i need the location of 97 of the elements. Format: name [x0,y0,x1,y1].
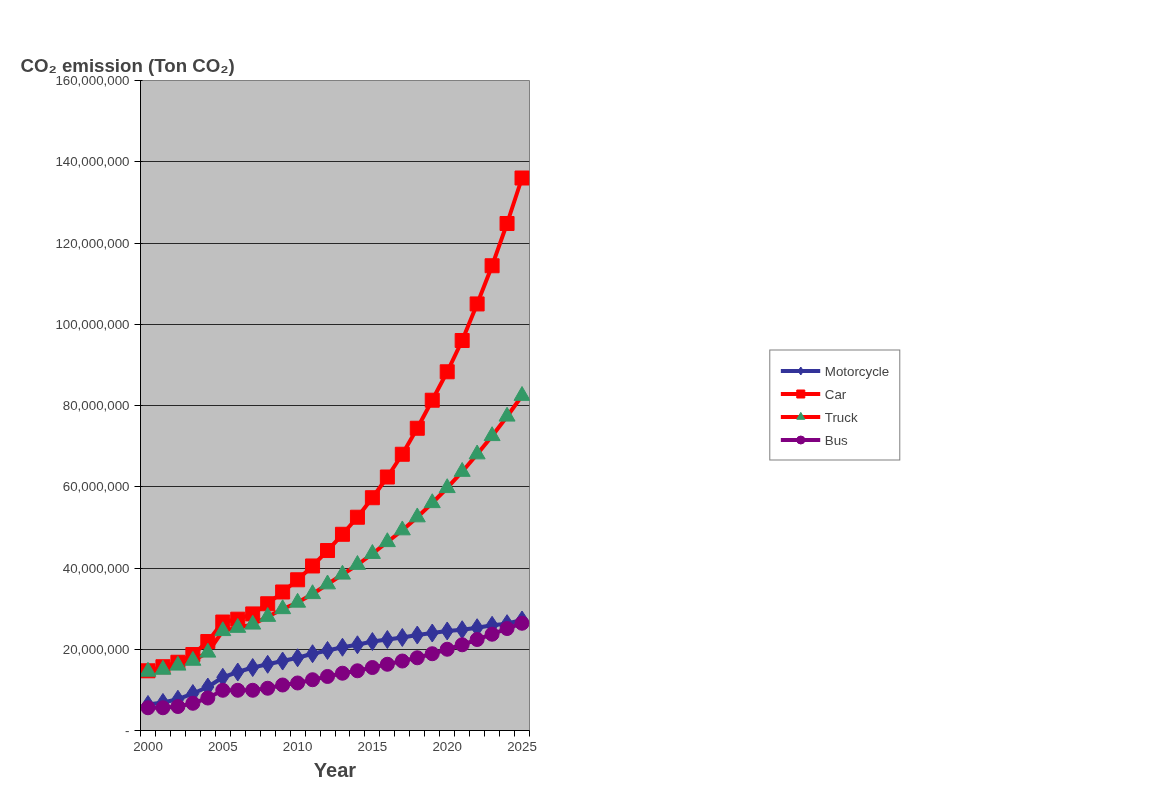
x-tick-label: 2010 [282,738,313,754]
y-tick-label: 60,000,000 [62,479,130,495]
point [246,658,260,678]
point [380,630,394,649]
point [170,699,186,715]
point [364,490,380,506]
point [319,574,337,590]
point [306,644,320,664]
point [409,650,425,666]
point [334,665,350,681]
point [290,675,306,691]
legend-label: Truck [824,409,858,424]
point [438,478,456,494]
point [275,584,291,600]
point [469,296,485,312]
point [304,584,322,600]
point [455,620,469,640]
point [469,632,485,647]
point [349,663,365,679]
point [363,544,381,559]
point [230,682,246,698]
point [425,623,439,643]
point [514,615,530,631]
point [334,526,350,542]
y-tick-label: 140,000,000 [55,154,130,170]
point [275,677,291,693]
point [484,258,500,274]
point [439,641,455,657]
point [410,625,424,645]
point [454,333,470,348]
point [424,646,440,662]
point [408,507,426,523]
point [260,596,276,612]
point [514,170,530,186]
x-tick-label: 2025 [507,738,537,754]
point [349,509,365,525]
point [259,607,277,622]
x-tick-label: 2015 [357,738,388,754]
legend-label: Motorcycle [824,363,890,378]
point [350,635,364,655]
point [468,444,486,460]
point [276,651,290,671]
chart-title: CO₂ emission (Ton CO₂) [20,54,235,76]
point [260,680,276,696]
x-axis-title: Year [313,758,357,781]
point [484,626,500,642]
point [290,572,306,588]
point [140,700,156,716]
point [261,654,275,674]
point [409,420,425,436]
x-tick-label: 2020 [432,738,463,754]
y-tick-label: 20,000,000 [62,641,130,657]
point [498,406,516,422]
point [424,392,440,408]
point [499,621,515,637]
point [348,555,366,570]
y-tick-label: 160,000,000 [55,73,130,88]
point [335,637,349,657]
point [483,426,501,442]
y-tick-label: - [125,723,130,738]
point [305,558,321,574]
point [378,532,396,548]
point [394,653,410,669]
point [155,700,171,716]
point [274,599,292,615]
point [364,660,380,676]
legend-label: Car [824,386,847,401]
point [454,637,470,653]
x-tick-label: 2005 [207,738,238,754]
x-tick-label: 2000 [133,738,163,754]
y-tick-label: 120,000,000 [55,235,130,251]
point [245,682,261,698]
point [321,640,335,660]
point [379,469,395,485]
legend-label: Bus [824,432,848,447]
point [215,682,231,698]
y-tick-label: 40,000,000 [62,560,130,576]
y-tick-label: 100,000,000 [55,316,130,332]
point [305,672,321,688]
point [395,627,409,647]
point [291,648,305,668]
point [365,632,379,652]
point [214,621,232,637]
point [440,621,454,641]
point [513,386,530,401]
point [379,656,395,672]
point [231,662,245,682]
point [200,690,216,706]
point [423,493,441,509]
point [185,695,201,711]
y-tick-label: 80,000,000 [62,398,130,413]
point [439,364,455,380]
point [499,216,515,231]
point [320,543,336,559]
point [393,520,411,536]
point [394,446,410,462]
point [320,668,336,684]
